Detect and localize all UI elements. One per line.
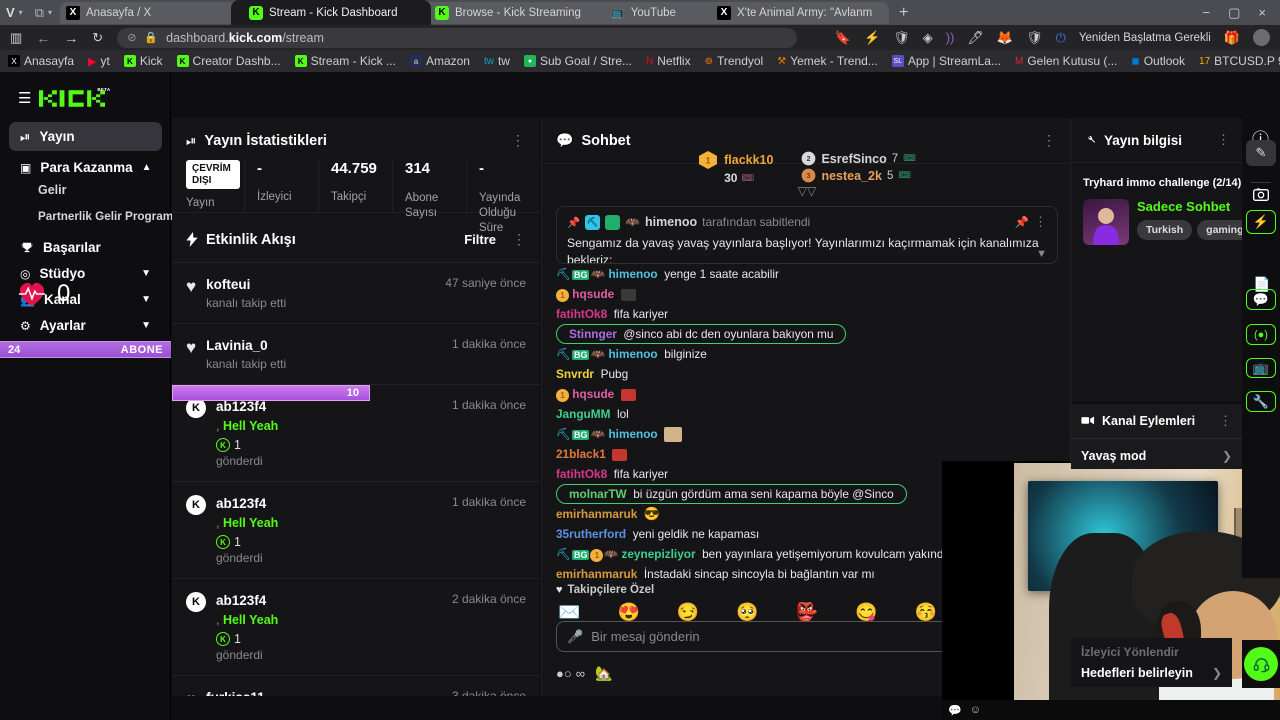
svg-text:2: 2 xyxy=(807,156,811,163)
svg-text:1: 1 xyxy=(706,155,711,165)
svg-text:3: 3 xyxy=(807,173,811,180)
